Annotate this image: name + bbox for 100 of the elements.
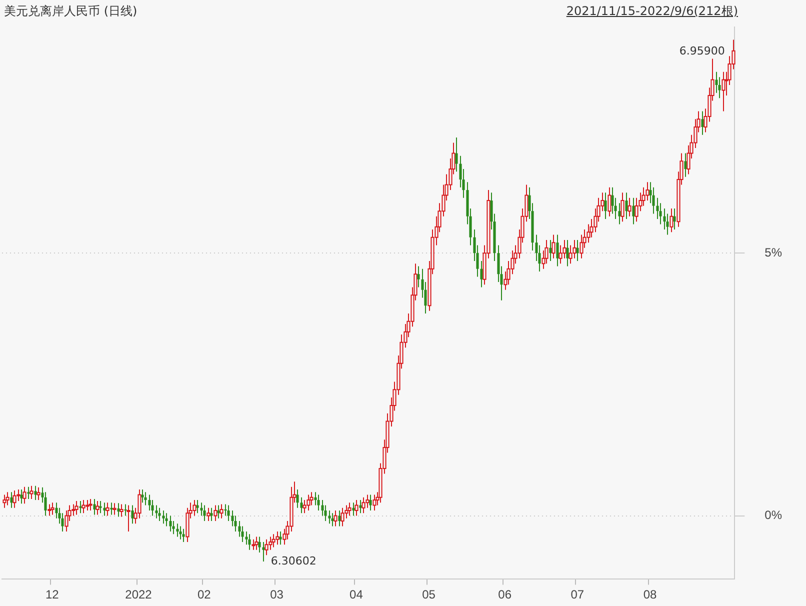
candlestick xyxy=(110,502,113,516)
candlestick xyxy=(272,534,276,548)
candlestick xyxy=(131,504,134,524)
candlestick xyxy=(340,507,344,527)
candlestick xyxy=(296,488,299,508)
candlestick xyxy=(369,494,372,512)
candlestick xyxy=(124,504,127,516)
x-tick-label: 05 xyxy=(422,587,436,602)
candlestick xyxy=(126,504,130,532)
candlestick xyxy=(248,534,251,550)
x-tick-label: 04 xyxy=(350,587,364,602)
x-tick-label: 2022 xyxy=(125,587,152,602)
candlestick xyxy=(82,500,86,514)
candlestick xyxy=(93,498,96,516)
candlestick xyxy=(300,496,303,514)
candlestick xyxy=(276,531,280,546)
annotation: 6.95900 xyxy=(679,44,725,58)
y-tick-label: 0% xyxy=(764,508,782,522)
candlestick xyxy=(576,239,579,262)
candlestick xyxy=(158,507,161,522)
candlestick xyxy=(354,500,358,516)
candlestick xyxy=(206,507,210,522)
candlestick xyxy=(417,266,420,288)
candlestick xyxy=(106,502,110,516)
candlestick xyxy=(684,152,687,178)
candlestick xyxy=(20,488,23,504)
chart-title: 美元兑离岸人民币 (日线) xyxy=(4,3,138,20)
candlestick xyxy=(144,492,147,506)
candlestick xyxy=(74,500,78,516)
candlestick xyxy=(338,510,341,527)
candlestick xyxy=(552,234,556,259)
candlestick xyxy=(673,208,676,230)
candlestick xyxy=(317,494,320,512)
candlestick xyxy=(331,512,334,527)
candlestick xyxy=(196,500,199,514)
candlestick xyxy=(352,502,355,516)
annotation: 6.30602 xyxy=(270,554,316,568)
candlestick xyxy=(192,500,196,516)
candlestick xyxy=(112,502,116,516)
candlestick xyxy=(227,504,230,522)
candlestick xyxy=(99,500,102,514)
candlestick xyxy=(22,486,26,504)
candlestick xyxy=(162,510,165,524)
candlestick xyxy=(328,510,331,524)
candlestick xyxy=(6,492,10,506)
candlestick xyxy=(264,538,268,556)
candlestick xyxy=(701,110,704,136)
candlestick xyxy=(258,536,261,554)
candlestick xyxy=(620,192,624,222)
candlestick xyxy=(214,504,218,522)
candlestick xyxy=(12,490,16,508)
candlestick xyxy=(556,234,559,267)
candlestick xyxy=(30,485,34,500)
candlestick xyxy=(359,500,362,514)
candlestick xyxy=(50,502,54,516)
x-tick-label: 12 xyxy=(45,587,60,602)
candlestick xyxy=(210,507,213,522)
x-tick-label: 03 xyxy=(270,587,284,602)
candlestick xyxy=(141,488,144,504)
candlestick xyxy=(566,239,569,267)
candlestick xyxy=(88,498,92,512)
candlestick xyxy=(334,510,338,527)
candlestick xyxy=(480,260,483,288)
y-tick-label: 5% xyxy=(764,245,782,260)
candlestick xyxy=(79,500,82,514)
candlestick xyxy=(27,486,30,500)
candlestick xyxy=(549,239,552,262)
x-tick-label: 08 xyxy=(643,587,657,602)
x-tick-label: 06 xyxy=(498,587,512,602)
candlestick xyxy=(608,186,612,217)
candlestick xyxy=(306,494,310,512)
candlestick xyxy=(722,71,726,112)
candlestick xyxy=(10,492,13,508)
candlestick xyxy=(252,538,256,550)
candlestick xyxy=(632,197,635,225)
candlestick xyxy=(2,494,6,508)
candlestick xyxy=(182,528,185,543)
candlestick xyxy=(362,496,366,514)
candlestick xyxy=(625,192,628,220)
chart-subtitle: 2021/11/15-2022/9/6(212根) xyxy=(566,3,738,20)
candlestick xyxy=(220,504,224,519)
candlestick xyxy=(262,542,265,562)
x-tick-label: 07 xyxy=(570,587,584,602)
candlestick xyxy=(103,502,106,516)
candlestick xyxy=(117,502,120,518)
candlestick xyxy=(203,504,206,522)
candlestick xyxy=(628,197,632,217)
candlestick xyxy=(34,485,37,500)
candlestick xyxy=(179,526,182,540)
candlestick xyxy=(618,202,621,225)
candlestick xyxy=(604,192,607,220)
candlestick xyxy=(86,500,90,512)
candlestick xyxy=(279,531,282,546)
candlestick xyxy=(455,137,458,172)
candlestick xyxy=(155,504,158,519)
candlestick xyxy=(96,500,100,516)
candlestick xyxy=(254,536,258,550)
candlestick xyxy=(372,494,376,512)
candlestick xyxy=(165,512,168,527)
candlestick xyxy=(670,208,674,233)
